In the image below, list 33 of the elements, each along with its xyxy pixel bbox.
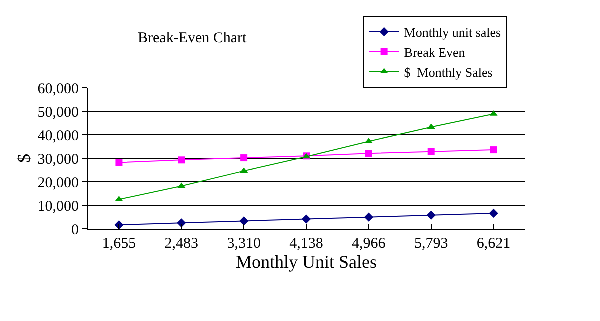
y-tick-label: 40,000 [38, 128, 79, 144]
x-tick-label: 4,138 [290, 236, 324, 252]
point [428, 148, 435, 156]
point [240, 154, 248, 162]
legend-label: Break Even [404, 44, 466, 60]
point [177, 218, 186, 228]
x-axis-title: Monthly Unit Sales [236, 252, 378, 272]
y-tick-label: 20,000 [38, 175, 79, 192]
x-tick-label: 4,966 [352, 236, 386, 252]
y-axis-title: $ [14, 154, 34, 163]
point [489, 208, 498, 218]
y-tick-label: 0 [72, 222, 79, 238]
legend-label: $ Monthly Sales [404, 64, 493, 80]
x-tick-label: 1,655 [102, 236, 136, 252]
point [178, 156, 186, 164]
point [116, 159, 123, 166]
point [490, 146, 498, 154]
y-tick-label: 60,000 [38, 81, 79, 98]
x-tick-label: 3,310 [227, 236, 261, 252]
x-tick-label: 2,483 [164, 236, 199, 252]
chart-title: Break-Even Chart [138, 30, 248, 47]
y-tick-label: 30,000 [38, 152, 79, 168]
point [114, 220, 124, 229]
y-tick-label: 10,000 [38, 198, 79, 215]
point [426, 210, 436, 220]
point [240, 216, 249, 226]
x-tick-label: 5,793 [414, 236, 448, 252]
point [302, 214, 312, 224]
point [365, 150, 372, 158]
y-tick-label: 50,000 [38, 104, 79, 121]
x-tick-label: 6,621 [476, 236, 511, 252]
legend-label: Monthly unit sales [404, 25, 502, 40]
point [364, 212, 374, 222]
